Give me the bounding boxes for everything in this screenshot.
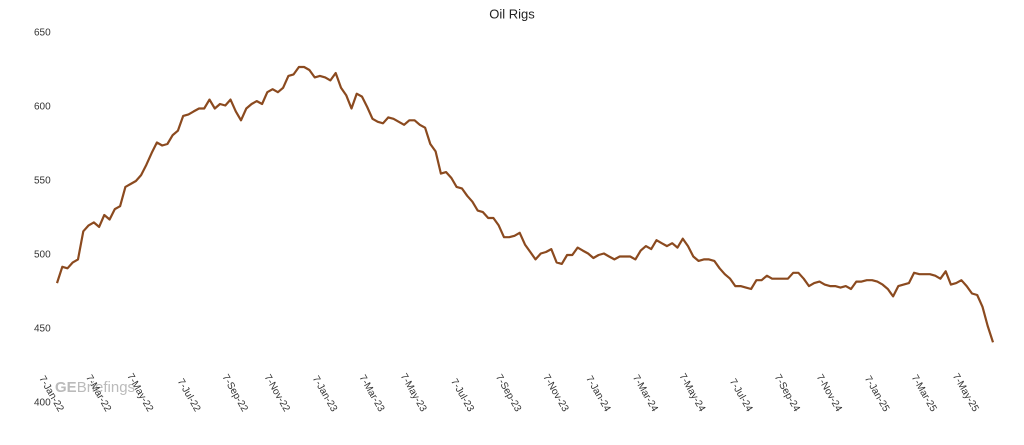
x-tick-label: 7-Jul-24 (727, 377, 755, 414)
x-tick-label: 7-Jan-24 (583, 374, 612, 414)
y-tick-label: 650 (34, 28, 51, 39)
x-tick-label: 7-May-25 (950, 372, 981, 414)
x-tick-label: 7-Mar-23 (357, 373, 387, 414)
x-tick-label: 7-Nov-23 (540, 373, 570, 414)
y-tick-label: 550 (34, 176, 51, 187)
x-tick-label: 7-Nov-24 (814, 373, 844, 414)
watermark-strong: GE (55, 379, 77, 396)
y-tick-label: 450 (34, 324, 51, 335)
x-tick-label: 7-Sep-23 (493, 373, 523, 415)
x-tick-label: 7-May-23 (398, 372, 429, 414)
x-tick-label: 7-Sep-24 (772, 373, 802, 415)
y-tick-label: 500 (34, 250, 51, 261)
x-tick-label: 7-Nov-22 (262, 373, 292, 414)
data-line (55, 65, 995, 343)
y-tick-label: 400 (34, 398, 51, 409)
x-tick-label: 7-Jul-23 (448, 377, 476, 414)
x-tick-label: 7-Jul-22 (175, 377, 203, 414)
x-tick-label: 7-Sep-22 (220, 373, 250, 415)
x-tick-label: 7-May-24 (677, 372, 708, 414)
x-tick-label: 7-Mar-24 (630, 373, 660, 414)
x-tick-label: 7-Jan-23 (310, 374, 339, 414)
watermark: GEBriefings (55, 379, 135, 396)
x-tick-label: 7-Jan-25 (862, 374, 891, 414)
chart-title: Oil Rigs (489, 6, 535, 21)
watermark-light: Briefings (77, 379, 135, 396)
x-tick-label: 7-Mar-25 (909, 373, 939, 414)
y-tick-label: 600 (34, 102, 51, 113)
